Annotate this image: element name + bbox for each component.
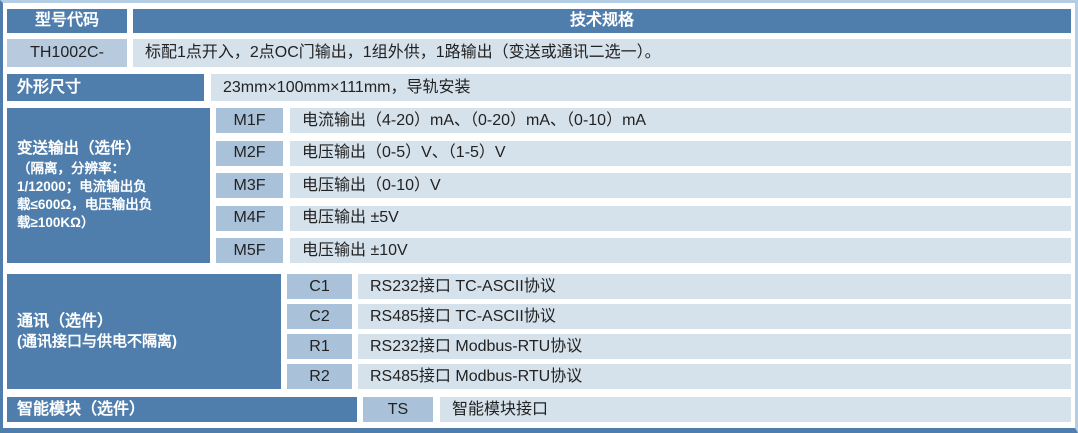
option-code-cell: M1F [216,108,283,133]
model-code-cell: TH1002C- [7,39,127,67]
communication-note-line: (通讯接口与供电不隔离) [17,333,177,351]
dimension-label-cell: 外形尺寸 [7,74,204,101]
option-code-cell: M5F [216,238,283,263]
transmit-note-line: 载≤600Ω，电压输出负 [17,196,153,212]
option-row-c1: C1 RS232接口 TC-ASCII协议 [287,274,1071,299]
option-description-cell: RS232接口 TC-ASCII协议 [358,274,1071,299]
option-code-cell: M4F [216,205,283,231]
option-description-cell: 电流输出（4-20）mA、（0-20）mA、（0-10）mA [290,108,1071,133]
option-row-r1: R1 RS232接口 Modbus-RTU协议 [287,334,1071,359]
option-code-cell: C2 [287,304,352,329]
transmit-note-line: （隔离，分辨率： [17,161,125,177]
transmit-note-line: 1/12000；电流输出负 [17,179,147,194]
dimension-value-cell: 23mm×100mm×111mm，导轨安装 [211,74,1071,101]
option-description-cell: 电压输出（0-5）V、（1-5）V [290,140,1071,166]
option-row-m2f: M2F 电压输出（0-5）V、（1-5）V [216,140,1071,166]
model-code-header: 型号代码 [7,9,127,33]
option-row-r2: R2 RS485接口 Modbus-RTU协议 [287,364,1071,389]
smart-module-code-cell: TS [363,397,433,422]
option-description-cell: RS485接口 TC-ASCII协议 [358,304,1071,329]
option-code-cell: R1 [287,334,352,359]
option-row-m3f: M3F 电压输出（0-10）V [216,173,1071,198]
dimension-row: 外形尺寸 23mm×100mm×111mm，导轨安装 [7,74,1071,101]
communication-title: 通讯（选件） [17,312,114,330]
option-description-cell: 电压输出 ±10V [290,238,1071,263]
communication-section: 通讯（选件） (通讯接口与供电不隔离) C1 RS232接口 TC-ASCII协… [7,274,1071,389]
transmit-output-section: 变送输出（选件） （隔离，分辨率： 1/12000；电流输出负 载≤600Ω，电… [7,108,1071,263]
option-row-m1f: M1F 电流输出（4-20）mA、（0-20）mA、（0-10）mA [216,108,1071,133]
option-description-cell: RS232接口 Modbus-RTU协议 [358,334,1071,359]
smart-module-label-cell: 智能模块（选件） [7,397,357,422]
option-row-m5f: M5F 电压输出 ±10V [216,238,1071,263]
option-code-cell: C1 [287,274,352,299]
option-code-cell: R2 [287,364,352,389]
header-row: 型号代码 技术规格 [7,9,1071,33]
option-code-cell: M3F [216,173,283,198]
model-row: TH1002C- 标配1点开入，2点OC门输出，1组外供，1路输出（变送或通讯二… [7,39,1071,67]
model-description-cell: 标配1点开入，2点OC门输出，1组外供，1路输出（变送或通讯二选一）。 [133,39,1071,67]
option-description-cell: 电压输出 ±5V [290,205,1071,231]
transmit-note-line: 载≥100KΩ） [17,214,95,230]
option-description-cell: 电压输出（0-10）V [290,173,1071,198]
communication-label-cell: 通讯（选件） (通讯接口与供电不隔离) [7,274,281,389]
tech-spec-header: 技术规格 [133,9,1071,33]
option-code-cell: M2F [216,140,283,166]
option-row-c2: C2 RS485接口 TC-ASCII协议 [287,304,1071,329]
option-row-m4f: M4F 电压输出 ±5V [216,205,1071,231]
smart-module-description-cell: 智能模块接口 [440,397,1071,422]
option-description-cell: RS485接口 Modbus-RTU协议 [358,364,1071,389]
transmit-output-title: 变送输出（选件） [17,140,142,158]
smart-module-row: 智能模块（选件） TS 智能模块接口 [7,397,1071,422]
transmit-output-label-cell: 变送输出（选件） （隔离，分辨率： 1/12000；电流输出负 载≤600Ω，电… [7,108,210,263]
